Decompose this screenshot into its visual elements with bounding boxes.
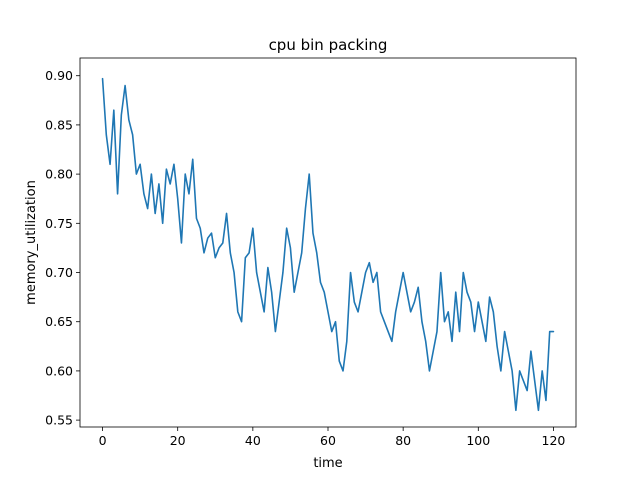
y-axis-label: memory_utilization <box>24 180 39 305</box>
x-tick-label: 40 <box>245 433 261 448</box>
y-tick-label: 0.80 <box>45 167 73 182</box>
y-tick-label: 0.60 <box>45 363 73 378</box>
y-tick-label: 0.65 <box>45 314 73 329</box>
x-axis-label: time <box>313 456 342 471</box>
y-tick-label: 0.75 <box>45 216 73 231</box>
y-tick-label: 0.85 <box>45 117 73 132</box>
y-tick-label: 0.55 <box>45 413 73 428</box>
series-line <box>101 77 555 412</box>
x-tick-label: 80 <box>395 433 411 448</box>
x-axis-ticks: 0 20 40 60 80 100 120 <box>99 427 566 448</box>
x-tick-label: 120 <box>542 433 566 448</box>
x-tick-label: 20 <box>170 433 186 448</box>
x-tick-label: 100 <box>466 433 490 448</box>
chart-marks <box>101 77 555 412</box>
y-tick-label: 0.90 <box>45 68 73 83</box>
chart-title: cpu bin packing <box>269 36 388 54</box>
plot-area <box>80 58 576 427</box>
y-tick-label: 0.70 <box>45 265 73 280</box>
x-tick-label: 60 <box>320 433 336 448</box>
y-axis-ticks: 0.55 0.60 0.65 0.70 0.75 0.80 0.85 0.90 <box>45 68 80 428</box>
x-tick-label: 0 <box>99 433 107 448</box>
